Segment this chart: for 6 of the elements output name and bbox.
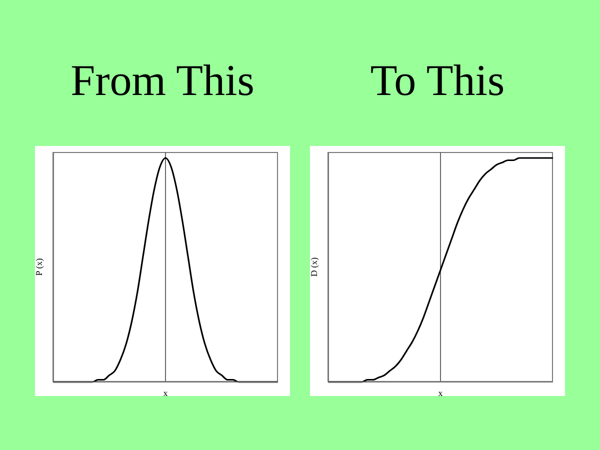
chart-title: To This — [369, 55, 506, 107]
chart-title: From This — [70, 55, 256, 107]
x-axis-title: x — [438, 388, 444, 398]
x-axis-title: x — [163, 388, 168, 398]
y-axis-title: D (x) — [309, 257, 320, 277]
y-axis-title: P (x) — [34, 258, 44, 276]
